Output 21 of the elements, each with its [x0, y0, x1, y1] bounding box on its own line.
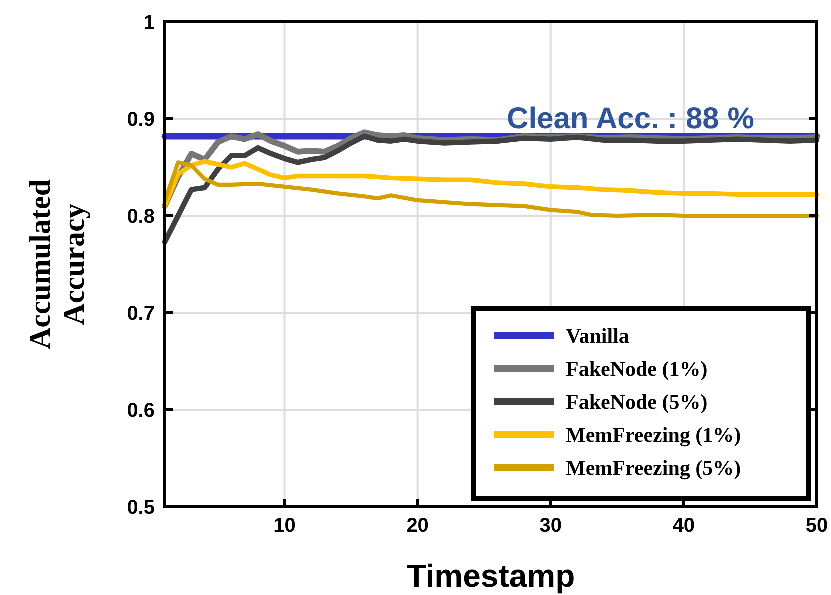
- x-tick-label: 50: [806, 515, 828, 537]
- y-tick-label: 0.6: [127, 400, 155, 422]
- x-tick-label: 20: [406, 515, 429, 537]
- line-series: [162, 160, 820, 218]
- legend-label: FakeNode (1%): [566, 357, 708, 381]
- legend-label: Vanilla: [566, 324, 630, 348]
- x-tick-label: 40: [672, 515, 696, 537]
- annotation: Clean Acc. : 88 %: [507, 102, 754, 136]
- y-tick-label: 0.8: [127, 206, 155, 228]
- y-tick-label: 0.7: [127, 303, 155, 325]
- y-tick-label: 1: [144, 12, 155, 34]
- y-axis-title: Accumulated Accuracy: [24, 179, 91, 350]
- y-tick-label: 0.5: [127, 497, 155, 519]
- line-series: [162, 159, 820, 209]
- legend-label: FakeNode (5%): [566, 390, 708, 414]
- y-tick-label: 0.9: [127, 109, 155, 131]
- legend-label: MemFreezing (1%): [566, 423, 742, 447]
- x-tick-label: 30: [540, 515, 562, 537]
- legend-label: MemFreezing (5%): [566, 456, 742, 480]
- x-tick-label: 10: [274, 515, 296, 537]
- x-axis-title: Timestamp: [406, 558, 576, 594]
